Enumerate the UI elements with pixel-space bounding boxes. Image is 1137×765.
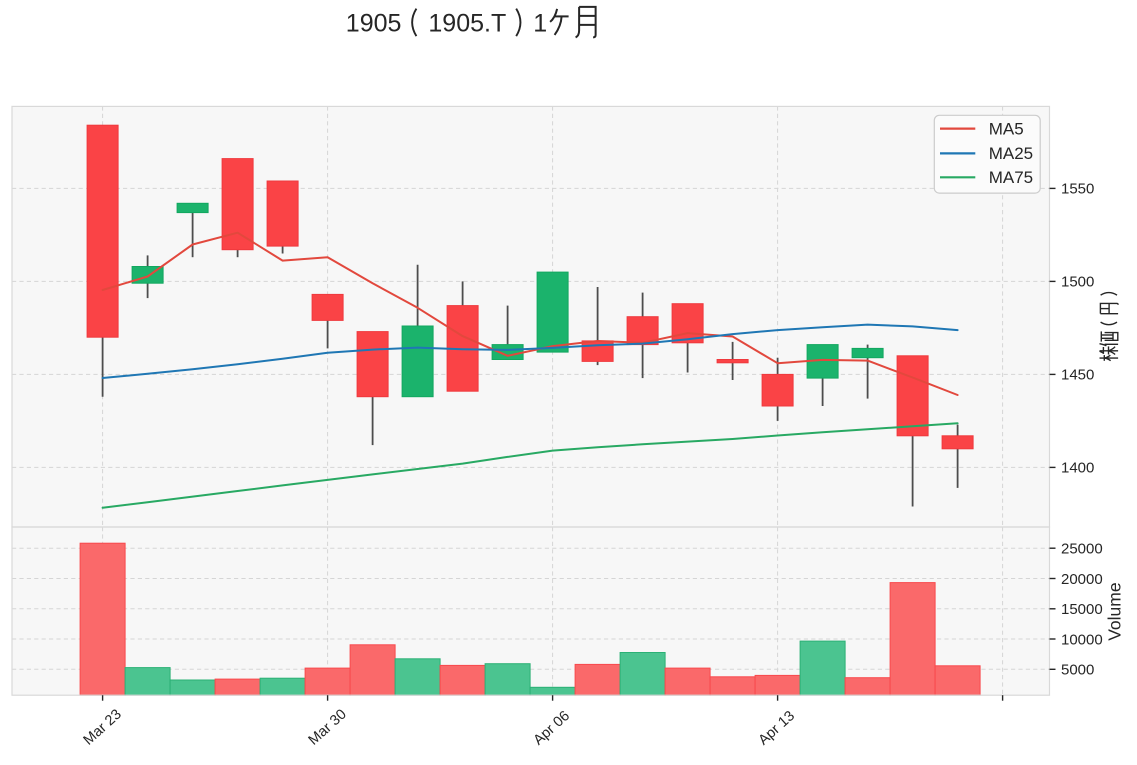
- svg-text:5000: 5000: [1061, 662, 1094, 679]
- svg-text:Volume: Volume: [1104, 582, 1124, 640]
- svg-text:1905.T: 1905.T: [428, 9, 506, 37]
- svg-text:1450: 1450: [1061, 367, 1094, 384]
- svg-text:25000: 25000: [1061, 541, 1103, 558]
- svg-text:10000: 10000: [1061, 631, 1103, 648]
- svg-text:20000: 20000: [1061, 571, 1103, 588]
- svg-text:MA5: MA5: [989, 119, 1024, 138]
- svg-text:1500: 1500: [1061, 274, 1094, 291]
- svg-text:1550: 1550: [1061, 181, 1094, 198]
- svg-text:1: 1: [533, 9, 547, 37]
- svg-text:MA75: MA75: [989, 168, 1033, 187]
- svg-text:MA25: MA25: [989, 144, 1033, 163]
- svg-text:1905: 1905: [346, 9, 402, 37]
- svg-text:15000: 15000: [1061, 601, 1103, 618]
- svg-text:1400: 1400: [1061, 460, 1094, 477]
